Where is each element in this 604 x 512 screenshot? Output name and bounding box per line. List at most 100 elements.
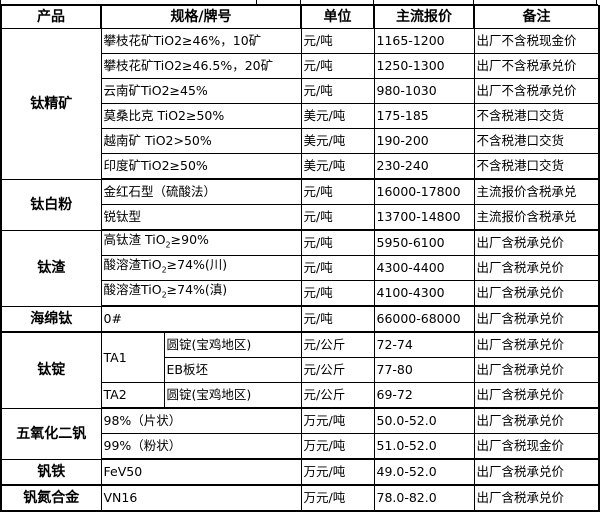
grade-cell: TA2 <box>100 382 165 409</box>
unit-cell: 元/吨 <box>300 229 375 256</box>
note-cell: 出厂含税承兑价 <box>473 357 600 383</box>
spec-cell: 云南矿TiO2≥45% <box>100 78 302 104</box>
price-cell: 980-1030 <box>373 78 475 104</box>
header-price: 主流报价 <box>373 5 475 29</box>
spec-cell: 莫桑比克 TiO2≥50% <box>100 103 302 129</box>
table-row: 莫桑比克 TiO2≥50% 美元/吨 175-185 不含税港口交货 <box>1 103 600 129</box>
spec-text: 酸溶渣TiO <box>103 257 162 273</box>
spec-text: 2 <box>161 290 167 300</box>
note-cell: 出厂含税承兑价 <box>473 305 600 333</box>
price-cell: 1250-1300 <box>373 53 475 79</box>
unit-cell: 元/吨 <box>300 53 375 79</box>
price-cell: 49.0-52.0 <box>373 458 475 486</box>
unit-cell: 元/吨 <box>300 255 375 281</box>
table-row: EB板坯 元/公斤 77-80 出厂含税承兑价 <box>1 357 600 383</box>
price-cell: 1165-1200 <box>373 28 475 54</box>
spec-cell: 金红石型（硫酸法） <box>100 178 302 205</box>
product-cell: 钛锭 <box>0 331 102 409</box>
price-cell: 175-185 <box>373 103 475 129</box>
table-row: 五氧化二钒 98%（片状） 万元/吨 50.0-52.0 出厂含税承兑价 <box>0 407 600 460</box>
note-cell: 出厂含税承兑价 <box>473 255 600 281</box>
note-cell: 不含税港口交货 <box>473 153 600 180</box>
price-cell: 4100-4300 <box>373 280 475 307</box>
product-cell: 钒氮合金 <box>0 484 102 512</box>
spec-cell: EB板坯 <box>163 357 302 383</box>
price-cell: 13700-14800 <box>373 204 475 231</box>
table-row: 越南矿 TiO2>50% 美元/吨 190-200 不含税港口交货 <box>1 128 600 154</box>
price-table: 产品 规格/牌号 单位 主流报价 备注 钛精矿 攀枝花矿TiO2≥46%，10矿元… <box>0 5 600 512</box>
price-cell: 69-72 <box>373 382 475 409</box>
table-row: 钒氮合金 VN16 万元/吨 78.0-82.0 出厂含税承兑价 <box>0 484 600 512</box>
unit-cell: 美元/吨 <box>300 103 375 129</box>
note-cell: 出厂不含税承兑价 <box>473 78 600 104</box>
note-cell: 出厂含税承兑价 <box>473 280 600 307</box>
product-cell: 钛渣 <box>0 229 102 307</box>
spec-text: ≥74%(滇) <box>166 282 228 298</box>
unit-cell: 元/吨 <box>300 178 375 205</box>
spec-cell: FeV50 <box>100 458 302 486</box>
price-cell: 50.0-52.0 <box>373 407 475 434</box>
table-row: 酸溶渣TiO2≥74%(川) 元/吨 4300-4400 出厂含税承兑价 <box>1 255 600 281</box>
unit-cell: 万元/吨 <box>300 458 375 486</box>
note-cell: 不含税港口交货 <box>473 103 600 129</box>
spec-cell: 高钛渣 TiO2≥90% <box>100 229 302 256</box>
unit-cell: 万元/吨 <box>300 407 375 434</box>
note-cell: 出厂含税现金价 <box>473 433 600 460</box>
header-unit: 单位 <box>300 5 375 29</box>
spec-cell: 印度矿TiO2≥50% <box>100 153 302 180</box>
table-row: 锐钛型 元/吨 13700-14800 主流报价含税承兑 <box>1 204 600 231</box>
price-cell: 16000-17800 <box>373 178 475 205</box>
note-cell: 不含税港口交货 <box>473 128 600 154</box>
spec-text: ≥74%(川) <box>166 257 228 273</box>
table-row: 钒铁 FeV50 万元/吨 49.0-52.0 出厂含税承兑价 <box>0 458 600 486</box>
spec-text: 酸溶渣TiO <box>103 282 162 298</box>
header-row: 产品 规格/牌号 单位 主流报价 备注 <box>0 5 600 29</box>
price-cell: 66000-68000 <box>373 305 475 333</box>
table-row: 云南矿TiO2≥45% 元/吨 980-1030 出厂不含税承兑价 <box>1 78 600 104</box>
spec-text: ≥90% <box>170 232 209 248</box>
note-cell: 出厂含税承兑价 <box>473 229 600 256</box>
note-cell: 出厂含税承兑价 <box>473 458 600 486</box>
table-row: 99%（粉状） 万元/吨 51.0-52.0 出厂含税现金价 <box>1 433 600 460</box>
price-cell: 78.0-82.0 <box>373 484 475 512</box>
spec-text: 2 <box>165 240 171 250</box>
note-cell: 出厂不含税现金价 <box>473 28 600 54</box>
price-cell: 5950-6100 <box>373 229 475 256</box>
note-cell: 主流报价含税承兑 <box>473 204 600 231</box>
unit-cell: 元/公斤 <box>300 382 375 409</box>
note-cell: 出厂不含税承兑价 <box>473 53 600 79</box>
spec-cell: VN16 <box>100 484 302 512</box>
unit-cell: 元/吨 <box>300 280 375 307</box>
table-row: 海绵钛 0# 元/吨 66000-68000 出厂含税承兑价 <box>0 305 600 333</box>
price-cell: 230-240 <box>373 153 475 180</box>
note-cell: 出厂含税承兑价 <box>473 484 600 512</box>
spec-cell: 攀枝花矿TiO2≥46%，10矿 <box>100 28 302 54</box>
product-cell: 海绵钛 <box>0 305 102 333</box>
table-row: 印度矿TiO2≥50% 美元/吨 230-240 不含税港口交货 <box>1 153 600 180</box>
unit-cell: 美元/吨 <box>300 128 375 154</box>
unit-cell: 元/公斤 <box>300 331 375 358</box>
unit-cell: 元/吨 <box>300 204 375 231</box>
spec-cell: 98%（片状） <box>100 407 302 434</box>
spec-cell: 酸溶渣TiO2≥74%(滇) <box>100 280 302 307</box>
product-cell: 五氧化二钒 <box>0 407 102 460</box>
spec-cell: 越南矿 TiO2>50% <box>100 128 302 154</box>
table-row: 酸溶渣TiO2≥74%(滇) 元/吨 4100-4300 出厂含税承兑价 <box>1 280 600 307</box>
spec-cell: 圆锭(宝鸡地区) <box>163 382 302 409</box>
spec-cell: 锐钛型 <box>100 204 302 231</box>
unit-cell: 元/吨 <box>300 78 375 104</box>
table-row: 钛精矿 攀枝花矿TiO2≥46%，10矿 元/吨 1165-1200 出厂不含税现金价 <box>0 28 600 180</box>
spec-text: 高钛渣 TiO <box>103 232 166 248</box>
note-cell: 出厂含税承兑价 <box>473 331 600 358</box>
product-cell: 钛精矿 <box>0 28 102 180</box>
price-cell: 77-80 <box>373 357 475 383</box>
grade-cell: TA1 <box>100 331 165 383</box>
product-cell: 钛白粉 <box>0 178 102 231</box>
price-cell: 190-200 <box>373 128 475 154</box>
spec-cell: 99%（粉状） <box>100 433 302 460</box>
unit-cell: 元/吨 <box>300 28 375 54</box>
unit-cell: 万元/吨 <box>300 484 375 512</box>
note-cell: 主流报价含税承兑 <box>473 178 600 205</box>
spec-text: 2 <box>161 265 167 275</box>
unit-cell: 万元/吨 <box>300 433 375 460</box>
